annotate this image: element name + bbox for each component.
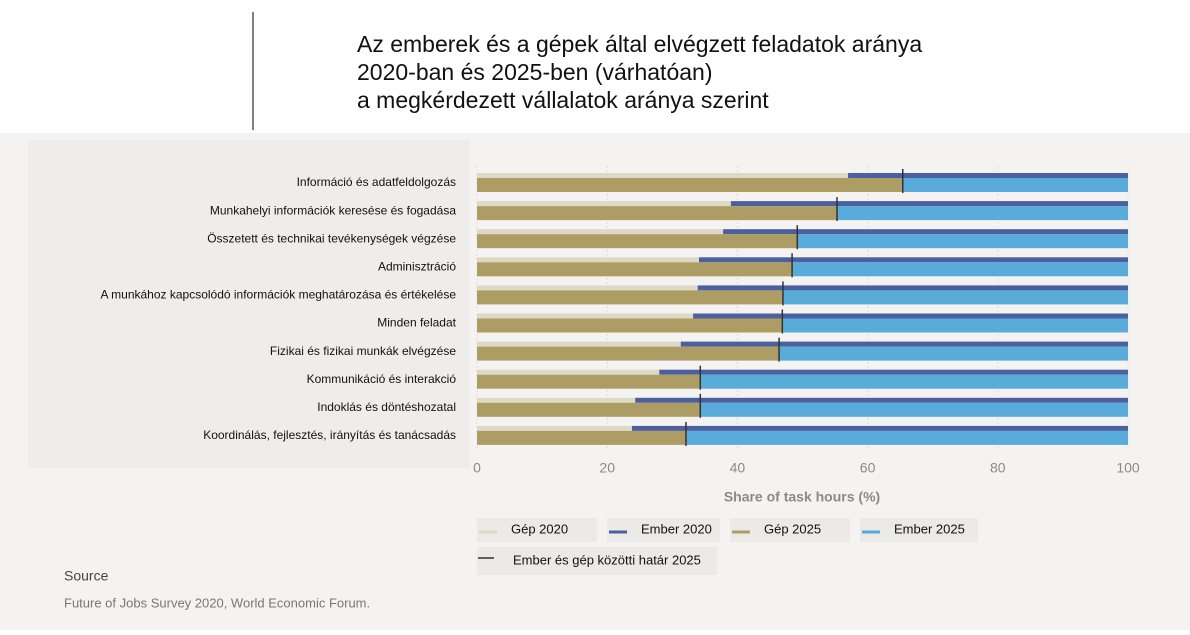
bar	[631, 425, 1128, 431]
legend-label: Ember 2020	[641, 521, 712, 536]
bar	[848, 173, 1128, 178]
bar	[477, 178, 903, 192]
x-tick-label: 60	[860, 460, 876, 476]
bar	[477, 346, 780, 361]
bar	[477, 206, 838, 221]
bar	[680, 341, 1128, 347]
bar	[837, 206, 1128, 221]
x-tick-label: 20	[599, 460, 615, 476]
bar	[477, 341, 681, 347]
bar	[477, 201, 731, 207]
bar	[730, 201, 1128, 207]
bar	[477, 173, 849, 178]
bar	[477, 290, 783, 305]
chart-title: 2020-ban és 2025-ben (várhatóan)	[357, 59, 712, 85]
bar	[723, 229, 1128, 235]
bar	[477, 262, 793, 277]
bar	[697, 285, 1128, 291]
bar	[779, 346, 1128, 361]
x-tick-label: 100	[1116, 460, 1140, 476]
bar	[477, 285, 698, 291]
bar	[700, 402, 1128, 417]
bar	[477, 402, 701, 417]
y-tick-label: Adminisztráció	[378, 259, 456, 273]
bar	[902, 178, 1128, 192]
bar	[477, 318, 783, 333]
chart-title: Az emberek és a gépek által elvégzett fe…	[357, 31, 922, 57]
bar	[477, 425, 632, 431]
bar	[477, 229, 724, 235]
bar	[782, 318, 1128, 333]
bar	[635, 397, 1128, 403]
legend-box	[730, 518, 850, 542]
bar	[782, 290, 1128, 305]
y-tick-label: Fizikai és fizikai munkák elvégzése	[270, 344, 456, 358]
legend-label: Gép 2025	[764, 521, 821, 536]
bar	[477, 369, 660, 375]
bar	[477, 234, 798, 249]
legend-box	[477, 518, 597, 542]
legend-box	[477, 547, 717, 575]
y-tick-label: Információ és adatfeldolgozás	[297, 175, 456, 189]
label-panel	[28, 140, 470, 468]
x-tick-label: 40	[730, 460, 746, 476]
y-tick-label: Koordinálás, fejlesztés, irányítás és ta…	[203, 428, 456, 442]
bar	[797, 234, 1128, 249]
legend-box	[860, 518, 978, 542]
bar	[792, 262, 1128, 277]
legend-label: Ember és gép közötti határ 2025	[513, 552, 701, 567]
bar	[659, 369, 1128, 375]
legend-box	[607, 518, 720, 542]
bar	[477, 430, 686, 445]
bar	[693, 313, 1128, 319]
y-tick-label: Összetett és technikai tevékenységek vég…	[207, 231, 456, 245]
source: Future of Jobs Survey 2020, World Econom…	[64, 595, 370, 610]
legend-label: Gép 2020	[511, 521, 568, 536]
bar	[700, 374, 1128, 389]
y-tick-label: Minden feladat	[377, 316, 456, 330]
bar	[477, 374, 701, 389]
chart-title: a megkérdezett vállalatok aránya szerint	[357, 87, 769, 113]
bar	[477, 397, 636, 403]
x-tick-label: 0	[473, 460, 481, 476]
bar	[477, 257, 699, 263]
y-tick-label: A munkához kapcsolódó információk meghat…	[100, 288, 456, 302]
x-tick-label: 80	[990, 460, 1006, 476]
bar	[698, 257, 1128, 263]
y-tick-label: Kommunikáció és interakció	[307, 372, 457, 386]
y-tick-label: Indoklás és döntéshozatal	[317, 400, 456, 414]
bar	[477, 313, 694, 319]
legend-label: Ember 2025	[894, 521, 965, 536]
source-label: Source	[64, 568, 109, 584]
x-axis-label: Share of task hours (%)	[724, 489, 880, 505]
y-tick-label: Munkahelyi információk keresése és fogad…	[210, 203, 456, 217]
bar	[685, 430, 1128, 445]
